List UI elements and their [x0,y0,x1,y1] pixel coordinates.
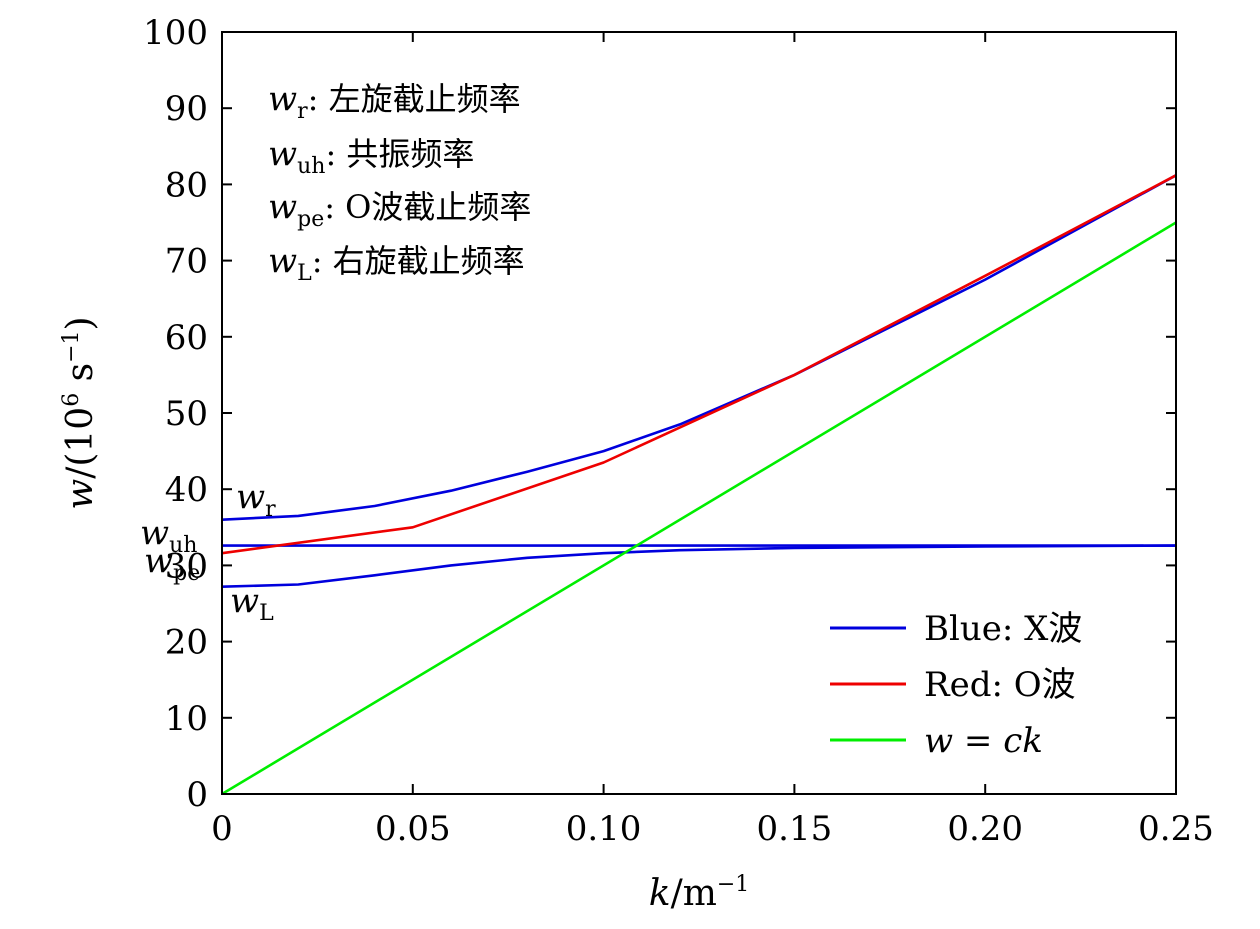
y-tick-label: 60 [165,318,208,358]
y-tick-label: 50 [165,394,208,434]
y-tick-label: 90 [165,89,208,129]
curve-label-uh: wuh [140,513,197,558]
series-line-0 [221,174,1177,521]
x-tick-label: 0.05 [375,809,451,849]
series-line-2 [221,544,1177,588]
curve-label-r: wr [236,477,276,522]
x-tick-label: 0 [211,809,233,849]
y-tick-label: 30 [165,546,208,586]
annotation-uh: wuh: 共振频率 [268,134,474,179]
y-tick-label: 70 [165,242,208,282]
y-tick-label: 80 [165,165,208,205]
x-tick-label: 0.15 [757,809,833,849]
annotation-L: wL: 右旋截止频率 [268,241,525,286]
legend-label-1: Red: O波 [924,665,1076,705]
series-layer [221,174,1177,796]
legend-label-2: w = ck [924,721,1043,761]
y-axis-label: w/(106 s−1) [59,316,101,509]
x-tick-label: 0.20 [947,809,1023,849]
y-tick-label: 10 [165,699,208,739]
y-tick-label: 100 [143,13,208,53]
annotation-r: wr: 左旋截止频率 [268,79,521,124]
series-line-4 [221,221,1177,796]
ticks-layer: 0 0.05 0.10 0.15 0.20 0.25 0 10 20 30 40 50 60 70 80 90… [143,13,1214,849]
y-tick-label: 40 [165,470,208,510]
annotation-box: wr: 左旋截止频率 wuh: 共振频率 wpe: O波截止频率 wL: 右旋截止频率 [268,79,531,286]
annotation-pe: wpe: O波截止频率 [268,187,531,232]
legend: Blue: X波 Red: O波 w = ck [830,609,1082,761]
y-tick-label: 20 [165,623,208,663]
curve-label-pe: wpe [144,541,200,586]
x-axis-label: k/m−1 [649,872,750,914]
legend-label-0: Blue: X波 [924,609,1082,649]
x-tick-label: 0.10 [566,809,642,849]
x-tick-label: 0.25 [1138,809,1214,849]
series-line-3 [221,174,1177,555]
curve-label-L: wL [230,581,274,626]
y-tick-label: 0 [186,775,208,815]
